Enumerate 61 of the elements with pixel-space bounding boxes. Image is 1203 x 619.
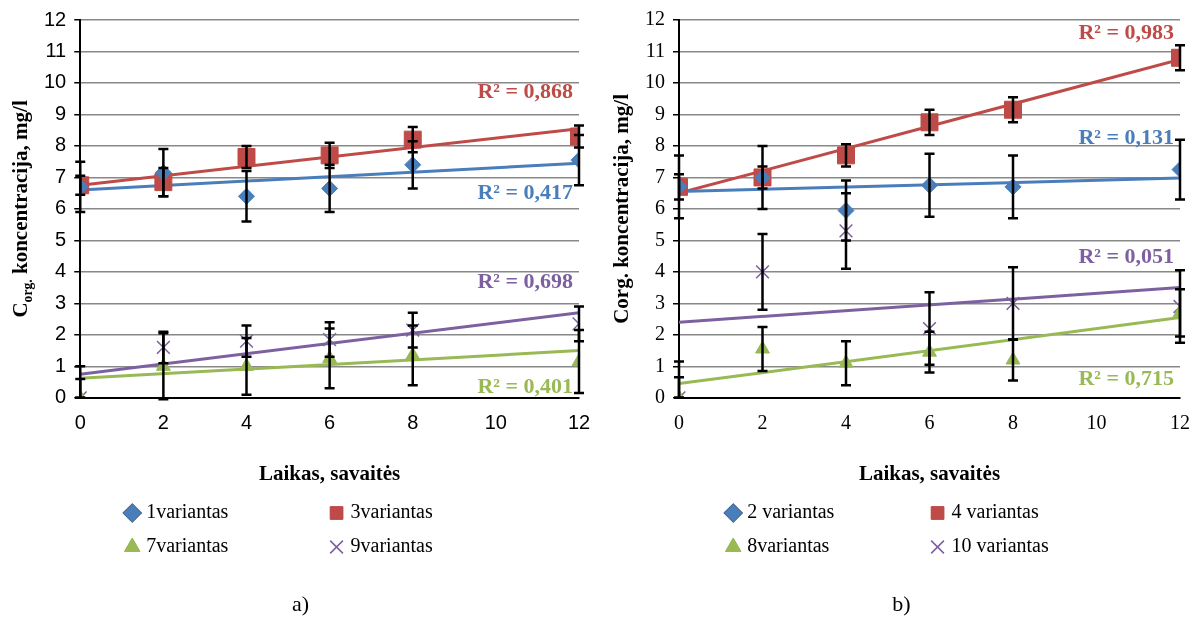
y-tick-label: 4: [655, 259, 665, 282]
y-tick-label: 0: [55, 385, 67, 408]
y-tick-label: 8: [55, 133, 67, 156]
x-tick-label: 10: [484, 411, 507, 434]
annotation: R² = 0,983: [1078, 19, 1174, 45]
y-tick-label: 7: [55, 164, 67, 187]
y-tick-label: 4: [55, 259, 67, 282]
y-axis-title: Corg. koncentracija, mg/l: [8, 100, 35, 318]
legend-label: 8variantas: [747, 534, 830, 557]
y-tick-label: 3: [55, 290, 67, 313]
y-tick-label: 12: [645, 7, 665, 30]
annotation: R² = 0,698: [477, 268, 573, 294]
y-tick-label: 10: [44, 70, 67, 93]
y-axis-title: Corg. koncentracija, mg/l: [609, 93, 634, 324]
y-tick-label: 12: [44, 7, 67, 30]
x-tick-label: 6: [324, 411, 336, 434]
y-tick-label: 5: [655, 227, 665, 250]
y-tick-label: 6: [55, 196, 67, 219]
x-tick-label: 8: [1008, 411, 1018, 434]
y-tick-label: 10: [645, 70, 665, 93]
x-tick-label: 12: [1170, 411, 1190, 434]
y-tick-label: 0: [655, 385, 665, 408]
text: b): [892, 591, 911, 616]
annotation: R² = 0,868: [477, 78, 573, 104]
legend-label: 3variantas: [350, 500, 433, 523]
x-tick-label: 4: [240, 411, 253, 434]
y-tick-label: 5: [55, 227, 67, 250]
legend-label: 7variantas: [146, 534, 229, 557]
x-axis-title: Laikas, savaitės: [259, 460, 401, 485]
x-tick-label: 2: [157, 411, 169, 434]
x-tick-label: 0: [674, 411, 684, 434]
y-tick-label: 7: [655, 164, 665, 187]
annotation: R² = 0,401: [477, 373, 573, 399]
legend-label: 9variantas: [350, 534, 433, 557]
y-tick-label: 1: [655, 353, 665, 376]
x-tick-label: 0: [74, 411, 86, 434]
annotation: R² = 0,715: [1078, 365, 1174, 391]
x-tick-label: 2: [757, 411, 768, 434]
legend-label: 1variantas: [146, 500, 229, 523]
legend-label: 4 variantas: [951, 500, 1039, 523]
y-tick-label: 1: [55, 353, 67, 376]
x-tick-label: 12: [567, 411, 591, 434]
y-tick-label: 3: [655, 290, 665, 313]
legend-label: 10 variantas: [951, 534, 1049, 557]
y-tick-label: 8: [655, 133, 665, 156]
x-axis-title: Laikas, savaitės: [858, 460, 1001, 485]
y-tick-label: 11: [645, 38, 665, 61]
y-tick-label: 9: [55, 101, 67, 124]
y-tick-label: 11: [45, 39, 67, 61]
x-tick-label: 4: [841, 411, 851, 434]
y-tick-label: 2: [55, 322, 67, 345]
y-tick-label: 6: [655, 196, 665, 219]
y-tick-label: 9: [655, 101, 665, 124]
annotation: R² = 0,051: [1078, 243, 1174, 269]
x-tick-label: 8: [407, 411, 419, 434]
y-tick-label: 2: [655, 322, 665, 345]
x-tick-label: 10: [1086, 411, 1107, 434]
annotation: R² = 0,131: [1078, 123, 1174, 149]
legend-label: 2 variantas: [747, 500, 835, 523]
x-tick-label: 6: [924, 411, 935, 434]
text: a): [291, 591, 310, 616]
